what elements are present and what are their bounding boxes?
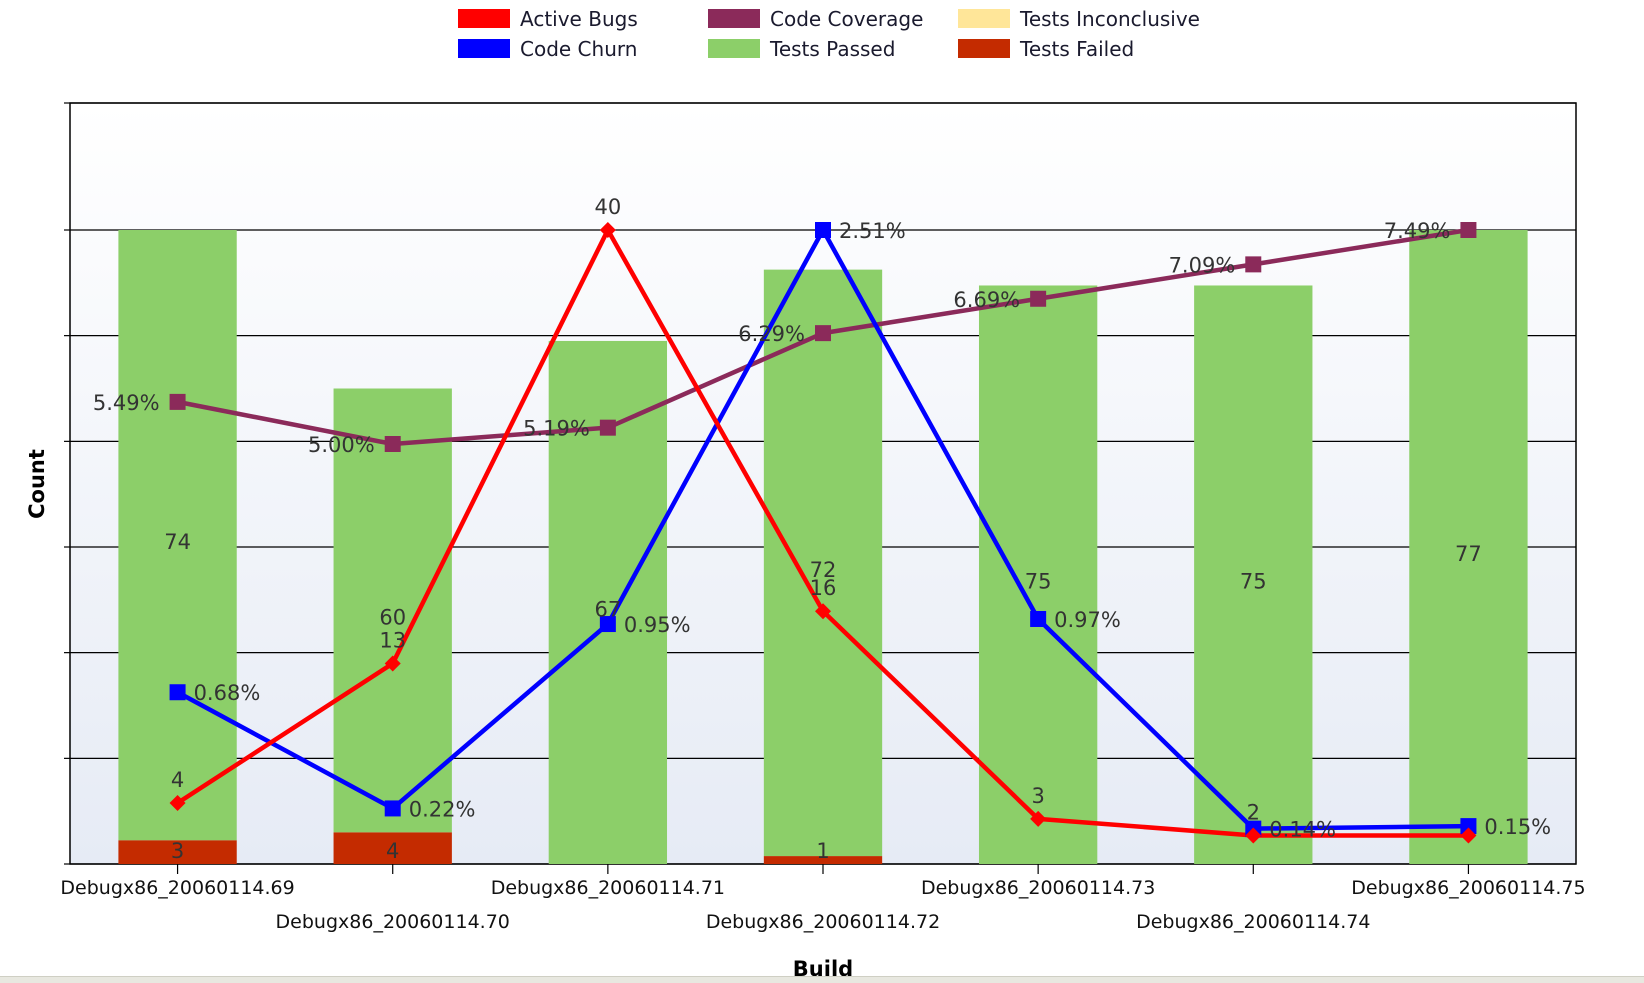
marker-code-coverage xyxy=(169,393,186,410)
bar-tests-failed xyxy=(763,856,883,864)
x-tick-label: Debugx86_20060114.72 xyxy=(706,911,940,933)
marker-code-churn xyxy=(599,616,616,633)
data-label-active-bugs: 4 xyxy=(171,768,184,792)
legend-label: Tests Passed xyxy=(769,37,895,61)
bar-tests-passed xyxy=(118,230,237,841)
legend-label: Tests Inconclusive xyxy=(1019,7,1200,31)
data-label-code-coverage: 5.49% xyxy=(93,391,160,415)
data-label-code-churn: 0.95% xyxy=(624,613,691,637)
data-label-code-churn: 0.14% xyxy=(1269,818,1336,842)
data-label-code-coverage: 5.00% xyxy=(308,433,375,457)
marker-active-bugs xyxy=(1030,810,1047,827)
bar-tests-passed xyxy=(978,285,1098,865)
legend-swatch xyxy=(458,9,510,28)
x-tick-label: Debugx86_20060114.73 xyxy=(921,877,1155,899)
data-label-tests-passed: 60 xyxy=(379,605,406,629)
x-tick-label: Debugx86_20060114.71 xyxy=(491,877,725,899)
bars xyxy=(118,230,1528,865)
y-axis-title: Count xyxy=(25,449,49,519)
marker-code-coverage xyxy=(384,436,401,452)
window-bottom-edge xyxy=(0,976,1644,983)
bar-tests-failed xyxy=(333,832,452,864)
marker-active-bugs xyxy=(169,794,186,811)
bar-tests-passed xyxy=(1409,230,1528,864)
bar-tests-passed xyxy=(333,388,452,833)
data-label-tests-failed: 1 xyxy=(816,839,829,863)
series-markers xyxy=(169,222,1477,844)
x-tick-label: Debugx86_20060114.69 xyxy=(60,877,294,899)
legend-swatch xyxy=(958,39,1010,58)
data-label-tests-passed: 75 xyxy=(1240,570,1267,594)
marker-code-coverage xyxy=(1245,256,1262,273)
marker-active-bugs xyxy=(1245,827,1262,844)
marker-code-churn xyxy=(1460,818,1477,835)
legend-label: Code Coverage xyxy=(770,7,923,31)
bar-tests-failed xyxy=(118,840,237,864)
legend-swatch xyxy=(958,9,1010,28)
data-label-tests-passed: 74 xyxy=(164,530,191,554)
marker-code-coverage xyxy=(1030,290,1047,307)
data-label-tests-passed: 75 xyxy=(1025,570,1052,594)
x-tick-label: Debugx86_20060114.74 xyxy=(1136,911,1370,933)
legend: Active Bugs Code Churn Code Coverage Tests … xyxy=(458,7,1200,61)
data-label-active-bugs: 2 xyxy=(1247,800,1260,824)
data-label-code-coverage: 6.69% xyxy=(953,288,1020,312)
x-axis: Debugx86_20060114.69 Debugx86_20060114.70… xyxy=(60,864,1586,933)
marker-active-bugs xyxy=(1460,827,1477,844)
marker-active-bugs xyxy=(384,655,401,672)
data-label-code-coverage: 7.49% xyxy=(1384,219,1451,243)
data-label-code-churn: 0.22% xyxy=(409,797,476,821)
data-label-active-bugs: 13 xyxy=(379,628,406,652)
marker-code-coverage xyxy=(1460,222,1477,238)
marker-code-churn xyxy=(815,222,831,238)
data-label-code-coverage: 6.29% xyxy=(738,322,805,346)
marker-code-churn xyxy=(1030,610,1047,627)
marker-active-bugs xyxy=(599,222,616,238)
data-label-code-churn: 0.15% xyxy=(1484,815,1551,839)
data-label-code-coverage: 7.09% xyxy=(1169,253,1236,277)
data-label-code-churn: 2.51% xyxy=(839,219,906,243)
data-labels: 74 3 60 4 67 72 1 75 75 77 5.49% 5.00% 5.19% 6.29% 6.6… xyxy=(93,195,1551,863)
data-label-code-coverage: 5.19% xyxy=(523,417,590,441)
marker-code-coverage xyxy=(599,419,616,436)
x-tick-label: Debugx86_20060114.70 xyxy=(276,911,510,933)
data-label-active-bugs: 40 xyxy=(594,195,621,219)
legend-swatch xyxy=(708,9,760,28)
marker-code-churn xyxy=(169,684,186,701)
marker-code-churn xyxy=(384,800,401,817)
legend-label: Code Churn xyxy=(520,37,637,61)
data-label-tests-passed: 77 xyxy=(1455,542,1482,566)
data-label-active-bugs: 16 xyxy=(810,576,837,600)
data-label-code-churn: 0.97% xyxy=(1054,608,1121,632)
data-label-tests-passed: 67 xyxy=(594,597,621,621)
legend-swatch xyxy=(458,39,510,58)
marker-code-coverage xyxy=(815,325,831,342)
legend-label: Active Bugs xyxy=(520,7,638,31)
marker-active-bugs xyxy=(815,603,831,620)
data-label-active-bugs: 3 xyxy=(1031,784,1044,808)
legend-swatch xyxy=(708,39,760,58)
x-tick-label: Debugx86_20060114.75 xyxy=(1351,877,1585,899)
legend-label: Tests Failed xyxy=(1019,37,1134,61)
data-label-tests-failed: 4 xyxy=(386,839,399,863)
data-label-code-churn: 0.68% xyxy=(194,681,261,705)
bar-tests-passed xyxy=(763,269,883,857)
bar-tests-passed xyxy=(1194,285,1313,865)
data-label-tests-passed: 72 xyxy=(810,558,837,582)
data-label-tests-failed: 3 xyxy=(171,839,184,863)
